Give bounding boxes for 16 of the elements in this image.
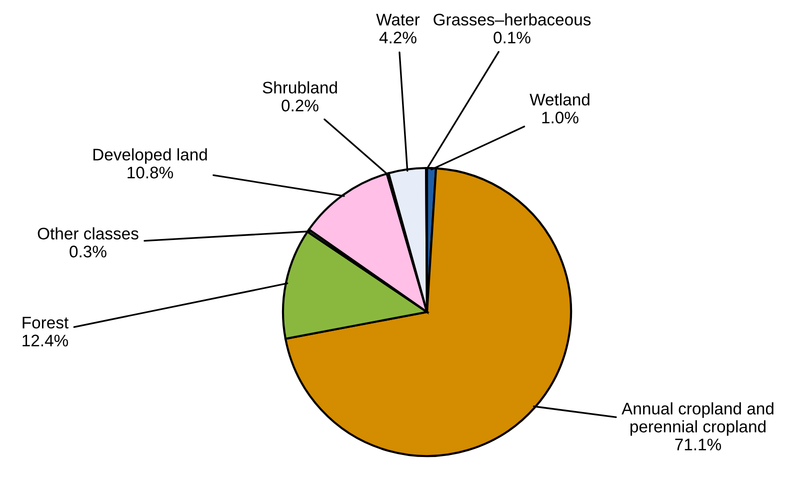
slice-label: Grasses–herbaceous (434, 13, 591, 26)
slice-label: Developed land (93, 148, 207, 164)
data-label: 0.1% (494, 32, 530, 44)
slice-label: Water (376, 14, 420, 26)
slice-label: Forest (22, 316, 68, 328)
slice-label: Wetland (530, 93, 590, 106)
data-label: 71.1% (675, 438, 722, 450)
data-label: 0.3% (70, 246, 106, 258)
data-label: 1.0% (542, 112, 578, 124)
data-label: 12.4% (22, 334, 68, 346)
slice-label: Shrubland (262, 81, 337, 94)
slice-label: Annual cropland and perennial cropland (622, 402, 774, 436)
data-label: 10.8% (128, 166, 174, 178)
data-label: 0.2% (282, 100, 318, 112)
slice-label: Other classes (38, 227, 138, 240)
data-label: 4.2% (379, 32, 416, 44)
